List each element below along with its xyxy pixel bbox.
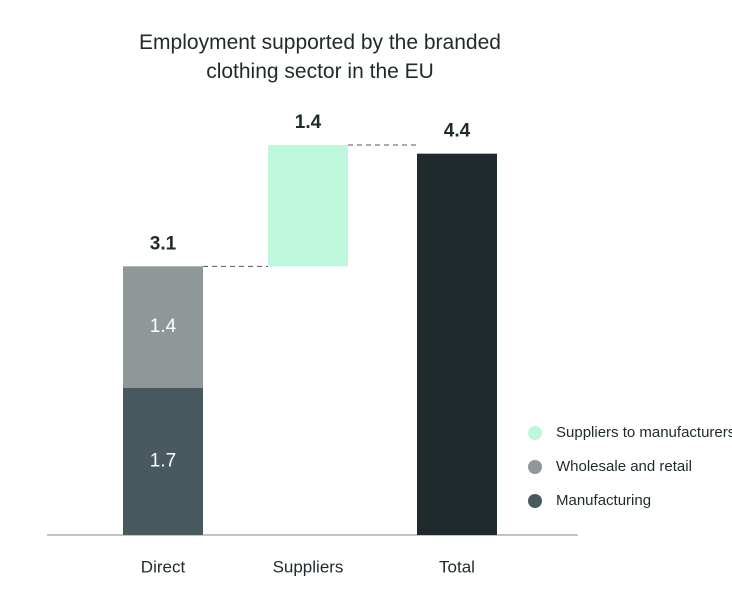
chart-title: Employment supported by the branded clot… (139, 31, 501, 83)
value-label: 1.7 (150, 450, 176, 471)
total-label: 4.4 (444, 121, 471, 142)
legend-label: Suppliers to manufacturers (556, 424, 732, 441)
legend-swatch (528, 494, 542, 508)
total-label: 3.1 (150, 233, 177, 254)
x-tick-label: Total (439, 557, 475, 576)
value-label: 1.4 (150, 316, 177, 337)
legend-swatch (528, 460, 542, 474)
bar-segment (123, 266, 203, 388)
legend-label: Manufacturing (556, 492, 651, 509)
x-tick-label: Direct (141, 557, 186, 576)
bar-segment (268, 145, 348, 267)
x-tick-label: Suppliers (273, 557, 344, 576)
value-label: 1.4 (295, 112, 322, 133)
bar-segment (123, 387, 203, 535)
total-bar (417, 153, 497, 535)
legend-label: Wholesale and retail (556, 458, 692, 475)
legend-swatch (528, 426, 542, 440)
